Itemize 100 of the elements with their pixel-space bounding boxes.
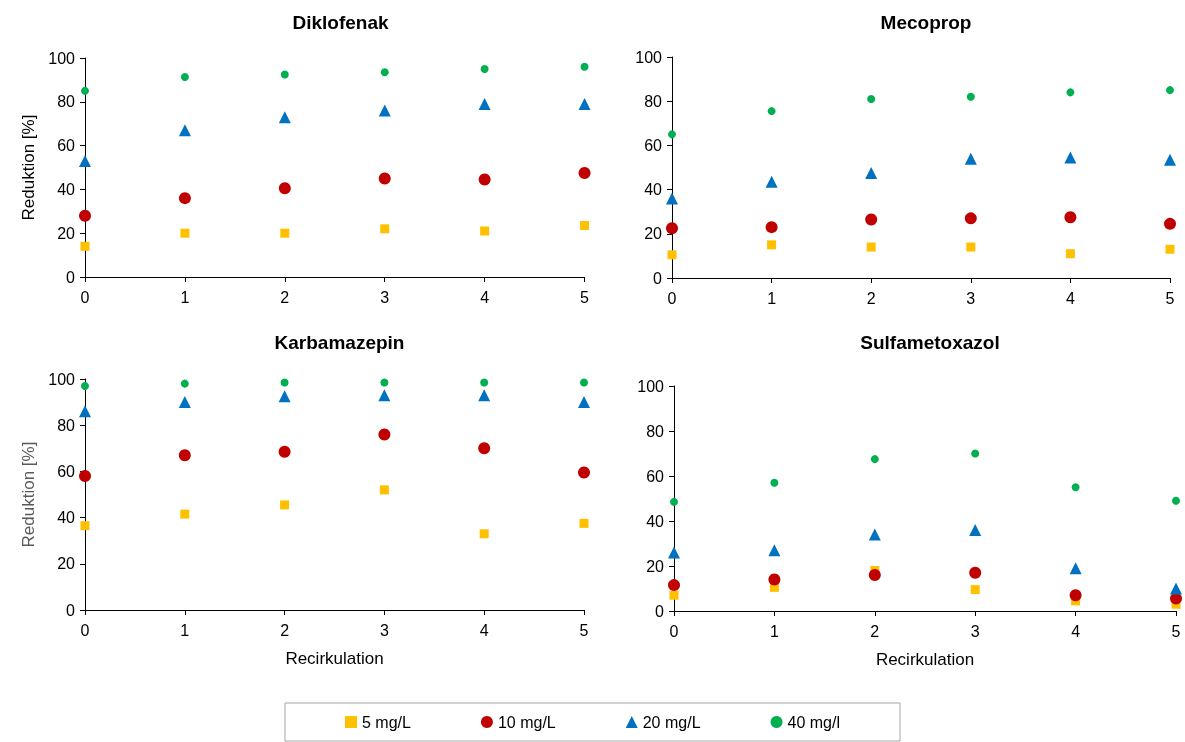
point [964, 212, 977, 225]
x-tick-label: 5 [580, 288, 590, 306]
y-tick-label: 0 [66, 268, 76, 286]
point [81, 86, 89, 95]
chart-title: Mecoprop [880, 12, 972, 33]
x-tick-label: 3 [966, 289, 976, 307]
point [1172, 496, 1180, 505]
x-tick-label: 1 [767, 289, 777, 307]
y-tick-label: 100 [635, 48, 663, 66]
point [380, 68, 389, 77]
point [768, 544, 781, 557]
y-tick-label: 60 [644, 136, 663, 154]
point [667, 250, 677, 260]
point [1065, 249, 1075, 259]
point [278, 182, 291, 195]
point [868, 528, 881, 541]
point [670, 497, 678, 506]
point [865, 213, 878, 226]
point [180, 228, 190, 238]
point [964, 152, 977, 165]
point [280, 378, 289, 387]
point [180, 509, 190, 519]
point [580, 378, 588, 387]
point [765, 221, 778, 234]
y-tick-label: 20 [646, 557, 665, 575]
point [666, 192, 678, 205]
point [866, 242, 876, 252]
point [280, 70, 289, 79]
point [668, 546, 680, 559]
point [971, 449, 980, 458]
y-tick-label: 100 [637, 377, 665, 395]
point [478, 442, 491, 455]
point [580, 62, 589, 71]
point [79, 154, 91, 167]
point [178, 449, 191, 462]
point [1166, 86, 1174, 95]
point [580, 221, 590, 231]
x-tick-label: 2 [866, 289, 876, 307]
x-tick-label: 4 [480, 288, 490, 306]
y-tick-label: 80 [57, 416, 76, 434]
x-tick-label: 2 [870, 622, 880, 640]
y-tick-label: 60 [57, 137, 76, 155]
y-tick-label: 40 [644, 181, 663, 199]
x-tick-label: 2 [280, 288, 290, 306]
x-tick-label: 1 [180, 621, 190, 639]
x-tick-label: 5 [1171, 622, 1181, 640]
x-tick-label: 4 [1071, 622, 1081, 640]
point [768, 573, 781, 586]
legend-label: 20 mg/L [642, 713, 701, 731]
y-tick-label: 20 [57, 224, 76, 242]
point [668, 130, 676, 139]
point [480, 226, 490, 236]
x-tick-label: 2 [280, 621, 290, 639]
x-tick-label: 3 [379, 621, 389, 639]
point [79, 209, 91, 222]
x-tick-label: 3 [970, 622, 980, 640]
y-tick-label: 100 [48, 49, 76, 67]
legend-label: 40 mg/l [787, 713, 840, 731]
point [1071, 483, 1080, 492]
y-tick-label: 0 [66, 601, 76, 619]
point [1064, 211, 1077, 224]
point [478, 173, 491, 186]
point [278, 390, 291, 403]
point [578, 97, 591, 110]
point [1069, 589, 1082, 602]
y-tick-label: 40 [646, 512, 665, 530]
point [578, 466, 590, 479]
point [278, 445, 291, 458]
point [478, 97, 491, 110]
point [180, 379, 189, 388]
point [480, 64, 489, 73]
x-tick-label: 1 [769, 622, 779, 640]
point [765, 175, 778, 188]
point [480, 378, 489, 387]
y-tick-label: 60 [646, 467, 665, 485]
legend-label: 5 mg/L [362, 713, 412, 731]
point [280, 500, 290, 510]
point [79, 405, 91, 418]
point [578, 166, 591, 179]
point [668, 579, 680, 592]
point [767, 107, 776, 116]
point [380, 224, 390, 234]
point [278, 111, 291, 124]
point [1164, 217, 1176, 230]
point [669, 590, 679, 600]
y-tick-label: 20 [57, 555, 76, 573]
point [380, 378, 389, 387]
point [1165, 244, 1175, 254]
x-axis-title: Recirkulation [875, 650, 975, 669]
point [969, 524, 982, 536]
y-tick-label: 80 [57, 93, 76, 111]
point [80, 241, 90, 251]
point [379, 485, 389, 495]
point [666, 222, 678, 235]
point [1170, 582, 1182, 595]
point [870, 455, 879, 464]
y-tick-label: 80 [644, 92, 663, 110]
point [865, 167, 878, 180]
point [1064, 151, 1077, 164]
x-tick-label: 3 [380, 288, 390, 306]
